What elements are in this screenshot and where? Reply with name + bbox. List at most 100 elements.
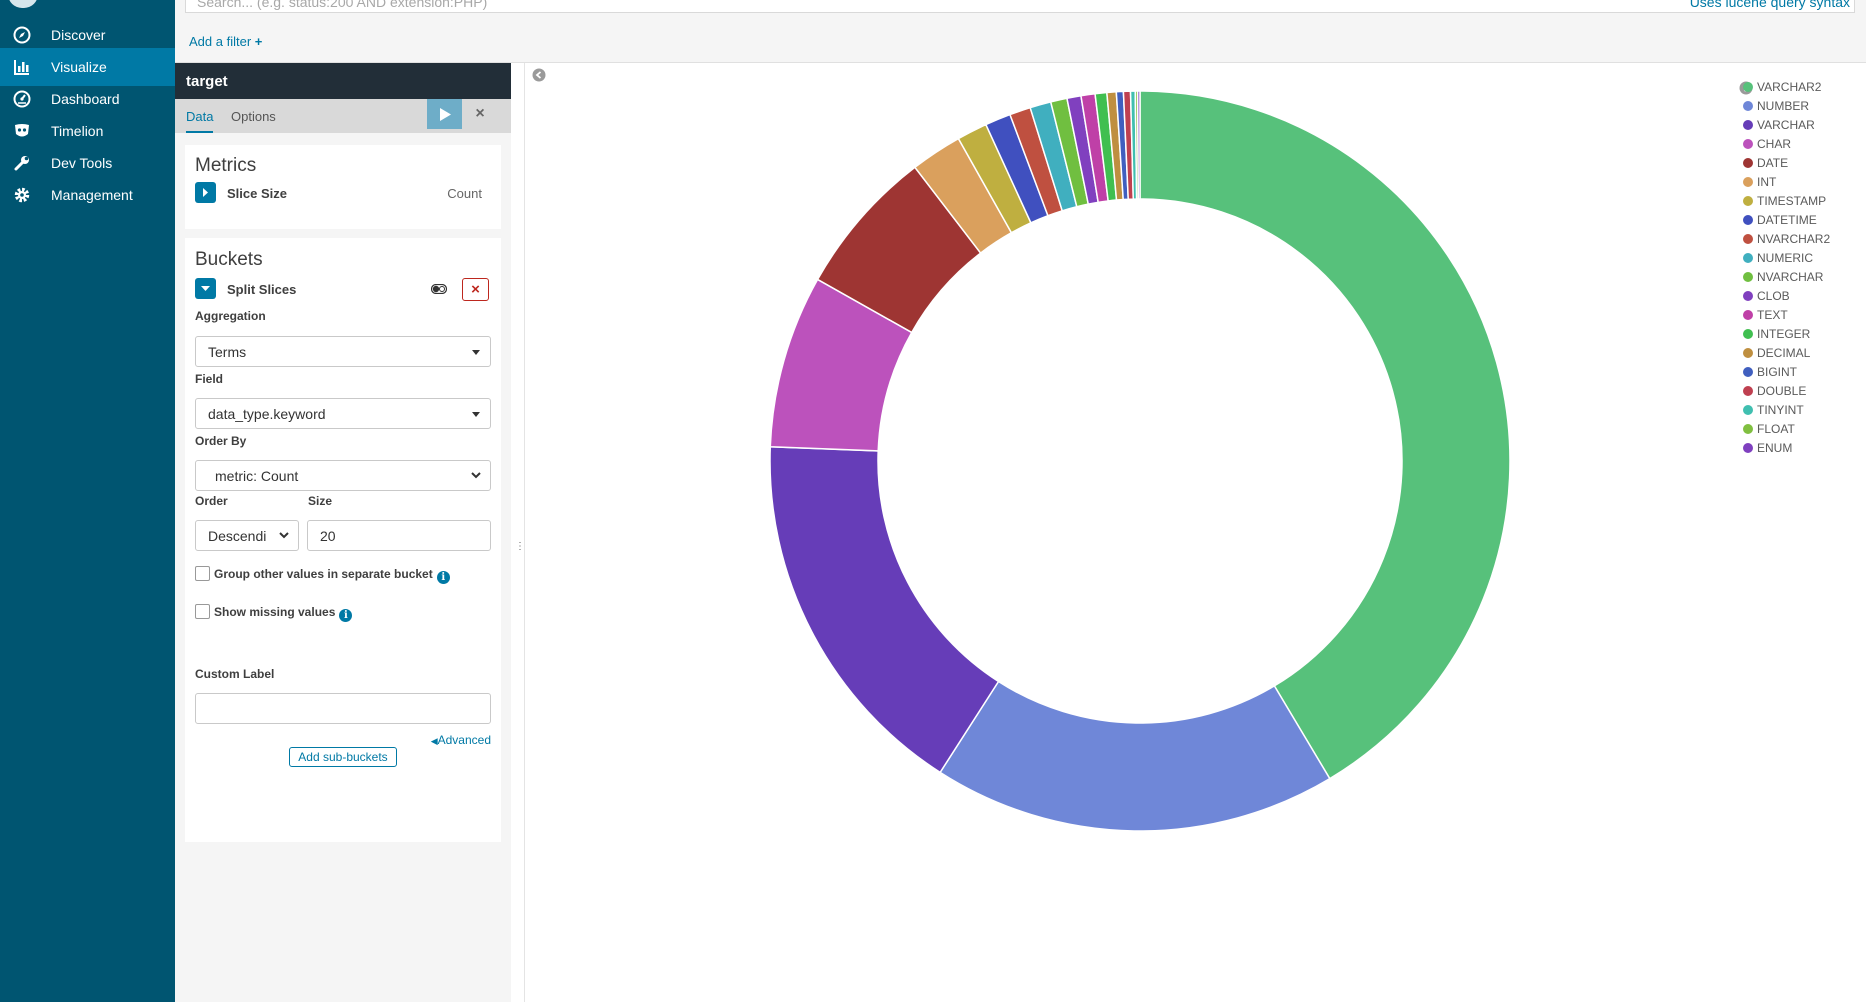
legend-item-integer[interactable]: INTEGER <box>1743 324 1830 343</box>
field-value: data_type.keyword <box>208 406 326 422</box>
legend-item-date[interactable]: DATE <box>1743 153 1830 172</box>
nav-item-timelion[interactable]: Timelion <box>0 112 175 150</box>
bar-chart-icon <box>11 56 33 78</box>
legend-label: CHAR <box>1757 136 1792 151</box>
filter-bar: Add a filter + <box>175 22 1866 63</box>
caret-down-icon <box>472 350 480 355</box>
legend-label: VARCHAR <box>1757 117 1815 132</box>
show-missing-checkbox[interactable] <box>195 604 210 619</box>
legend-label: NUMERIC <box>1757 250 1813 265</box>
nav-item-dev-tools[interactable]: Dev Tools <box>0 144 175 182</box>
expand-metric-button[interactable] <box>195 182 216 203</box>
add-filter-link[interactable]: Add a filter + <box>189 34 262 49</box>
compass-icon <box>11 24 33 46</box>
legend-label: BIGINT <box>1757 364 1798 379</box>
toggle-agg-button[interactable] <box>428 278 450 299</box>
legend-color-dot <box>1743 233 1753 244</box>
close-icon: × <box>471 281 480 298</box>
legend-item-timestamp[interactable]: TIMESTAMP <box>1743 191 1830 210</box>
nav-item-label: Dashboard <box>51 91 120 107</box>
nav-item-dashboard[interactable]: Dashboard <box>0 80 175 118</box>
legend-item-text[interactable]: TEXT <box>1743 305 1830 324</box>
legend-item-varchar2[interactable]: VARCHAR2 <box>1743 77 1830 96</box>
side-navigation: Discover Visualize Dashboard Timelion De… <box>0 0 175 1002</box>
legend-color-dot <box>1743 404 1753 415</box>
donut-chart <box>769 90 1511 832</box>
advanced-toggle-link[interactable]: ◀Advanced <box>431 733 491 747</box>
slice-enum[interactable] <box>1136 90 1141 200</box>
apply-changes-button[interactable] <box>427 99 462 129</box>
nav-item-label: Management <box>51 187 133 203</box>
legend-color-dot <box>1743 290 1753 301</box>
field-select[interactable]: data_type.keyword <box>195 398 491 429</box>
legend-color-dot <box>1743 328 1753 339</box>
legend-item-datetime[interactable]: DATETIME <box>1743 210 1830 229</box>
nav-item-label: Timelion <box>51 123 104 139</box>
legend-label: DATETIME <box>1757 212 1817 227</box>
order-by-select[interactable]: metric: Count <box>195 460 491 491</box>
legend-color-dot <box>1743 366 1753 377</box>
toggle-on-icon <box>431 283 447 294</box>
info-icon[interactable]: i <box>436 571 450 584</box>
legend-label: INTEGER <box>1757 326 1811 341</box>
group-other-label: Group other values in separate bucket i <box>214 567 450 584</box>
legend-item-tinyint[interactable]: TINYINT <box>1743 400 1830 419</box>
dashboard-gauge-icon <box>11 88 33 110</box>
legend-item-clob[interactable]: CLOB <box>1743 286 1830 305</box>
legend-label: DECIMAL <box>1757 345 1811 360</box>
remove-agg-button[interactable]: × <box>462 278 489 301</box>
buckets-heading: Buckets <box>195 249 263 270</box>
query-bar: Search... (e.g. status:200 AND extension… <box>175 0 1866 22</box>
caret-down-icon <box>472 412 480 417</box>
legend-item-bigint[interactable]: BIGINT <box>1743 362 1830 381</box>
kibana-logo[interactable] <box>8 0 38 8</box>
legend-item-varchar[interactable]: VARCHAR <box>1743 115 1830 134</box>
slice-varchar2[interactable] <box>1139 90 1511 780</box>
search-input[interactable] <box>185 0 1855 13</box>
legend-item-nvarchar[interactable]: NVARCHAR <box>1743 267 1830 286</box>
legend-item-nvarchar2[interactable]: NVARCHAR2 <box>1743 229 1830 248</box>
tab-options[interactable]: Options <box>231 109 276 124</box>
custom-label-input[interactable] <box>195 693 491 724</box>
resize-handle[interactable]: ⋮ <box>515 541 525 552</box>
metrics-heading: Metrics <box>195 155 257 176</box>
legend-item-enum[interactable]: ENUM <box>1743 438 1830 457</box>
tab-data[interactable]: Data <box>186 109 214 133</box>
legend-label: DATE <box>1757 155 1789 170</box>
legend-item-float[interactable]: FLOAT <box>1743 419 1830 438</box>
nav-item-management[interactable]: Management <box>0 176 175 214</box>
nav-item-label: Visualize <box>51 59 107 75</box>
legend-color-dot <box>1743 309 1753 320</box>
order-by-value: metric: Count <box>215 468 299 484</box>
legend-color-dot <box>1743 157 1753 168</box>
discard-changes-button[interactable]: × <box>463 99 497 129</box>
add-sub-buckets-button[interactable]: Add sub-buckets <box>289 747 397 767</box>
collapse-bucket-button[interactable] <box>195 278 216 299</box>
legend-item-char[interactable]: CHAR <box>1743 134 1830 153</box>
legend-item-decimal[interactable]: DECIMAL <box>1743 343 1830 362</box>
caret-left-icon: ◀ <box>430 736 438 746</box>
legend-item-double[interactable]: DOUBLE <box>1743 381 1830 400</box>
order-select[interactable]: Descendi <box>195 520 299 551</box>
lucene-syntax-link[interactable]: Uses lucene query syntax <box>1689 0 1850 10</box>
legend-item-number[interactable]: NUMBER <box>1743 96 1830 115</box>
aggregation-select[interactable]: Terms <box>195 336 491 367</box>
slice-varchar[interactable] <box>769 445 1000 774</box>
legend-color-dot <box>1743 423 1753 434</box>
legend-item-int[interactable]: INT <box>1743 172 1830 191</box>
metrics-panel: Metrics Slice Size Count <box>185 145 501 229</box>
collapse-sidebar-icon[interactable] <box>532 68 546 82</box>
order-label: Order <box>195 494 228 508</box>
legend-item-numeric[interactable]: NUMERIC <box>1743 248 1830 267</box>
size-value: 20 <box>320 528 336 544</box>
slice-number[interactable] <box>939 680 1331 832</box>
group-other-checkbox[interactable] <box>195 566 210 581</box>
chevron-down-icon <box>279 532 289 539</box>
size-input[interactable]: 20 <box>307 520 491 551</box>
legend-color-dot <box>1743 176 1753 187</box>
nav-item-visualize[interactable]: Visualize <box>0 48 175 86</box>
legend-label: ENUM <box>1757 440 1793 455</box>
nav-item-discover[interactable]: Discover <box>0 16 175 54</box>
legend-color-dot <box>1743 271 1753 282</box>
info-icon[interactable]: i <box>339 609 353 622</box>
